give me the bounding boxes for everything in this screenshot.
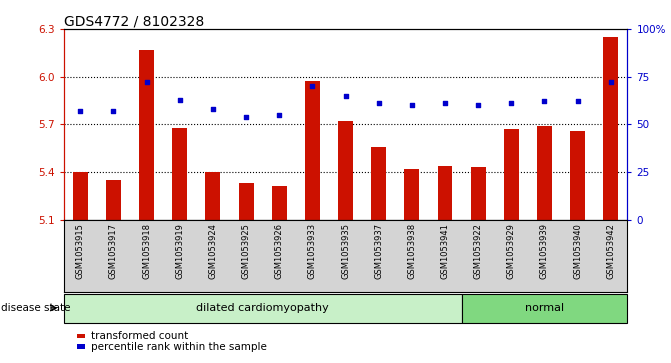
Point xyxy=(307,83,318,89)
Point xyxy=(572,98,583,104)
Text: GSM1053918: GSM1053918 xyxy=(142,223,151,279)
Text: GSM1053924: GSM1053924 xyxy=(209,223,217,279)
Text: transformed count: transformed count xyxy=(91,331,188,341)
Text: disease state: disease state xyxy=(1,303,71,313)
Point xyxy=(340,93,351,99)
Text: normal: normal xyxy=(525,303,564,313)
Point xyxy=(241,114,252,120)
Text: GSM1053915: GSM1053915 xyxy=(76,223,85,279)
Text: GSM1053933: GSM1053933 xyxy=(308,223,317,280)
FancyBboxPatch shape xyxy=(77,334,85,338)
Bar xyxy=(603,37,618,220)
Point xyxy=(75,108,86,114)
Text: GSM1053922: GSM1053922 xyxy=(474,223,482,279)
Text: GSM1053935: GSM1053935 xyxy=(341,223,350,279)
Text: percentile rank within the sample: percentile rank within the sample xyxy=(91,342,266,352)
Point xyxy=(174,97,185,102)
Bar xyxy=(371,147,386,220)
Bar xyxy=(73,172,88,220)
Text: GSM1053938: GSM1053938 xyxy=(407,223,417,280)
Bar xyxy=(205,172,220,220)
Text: GSM1053942: GSM1053942 xyxy=(607,223,615,279)
Text: GSM1053917: GSM1053917 xyxy=(109,223,118,279)
Point xyxy=(440,101,450,106)
Point xyxy=(506,101,517,106)
Bar xyxy=(537,126,552,220)
Point xyxy=(108,108,119,114)
Bar xyxy=(471,167,486,220)
Text: GSM1053926: GSM1053926 xyxy=(274,223,284,279)
Bar xyxy=(106,180,121,220)
Point xyxy=(207,106,218,112)
Bar xyxy=(272,186,287,220)
Bar xyxy=(139,50,154,220)
Point xyxy=(407,102,417,108)
Bar xyxy=(570,131,585,220)
Text: dilated cardiomyopathy: dilated cardiomyopathy xyxy=(197,303,329,313)
FancyBboxPatch shape xyxy=(64,294,462,323)
Point xyxy=(274,112,285,118)
FancyBboxPatch shape xyxy=(462,294,627,323)
Bar xyxy=(437,166,452,220)
Bar xyxy=(338,121,353,220)
Point xyxy=(605,79,616,85)
Text: GSM1053937: GSM1053937 xyxy=(374,223,383,280)
Text: GSM1053941: GSM1053941 xyxy=(441,223,450,279)
Text: GSM1053919: GSM1053919 xyxy=(175,223,185,279)
Bar xyxy=(405,169,419,220)
Bar xyxy=(239,183,254,220)
Text: GDS4772 / 8102328: GDS4772 / 8102328 xyxy=(64,15,204,29)
Point xyxy=(373,101,384,106)
Point xyxy=(142,79,152,85)
Point xyxy=(539,98,550,104)
Text: GSM1053940: GSM1053940 xyxy=(573,223,582,279)
Text: GSM1053929: GSM1053929 xyxy=(507,223,516,279)
Text: GSM1053925: GSM1053925 xyxy=(242,223,250,279)
Point xyxy=(473,102,484,108)
Bar xyxy=(504,129,519,220)
Text: GSM1053939: GSM1053939 xyxy=(540,223,549,279)
Bar xyxy=(172,127,187,220)
Bar xyxy=(305,81,320,220)
FancyBboxPatch shape xyxy=(77,344,85,349)
